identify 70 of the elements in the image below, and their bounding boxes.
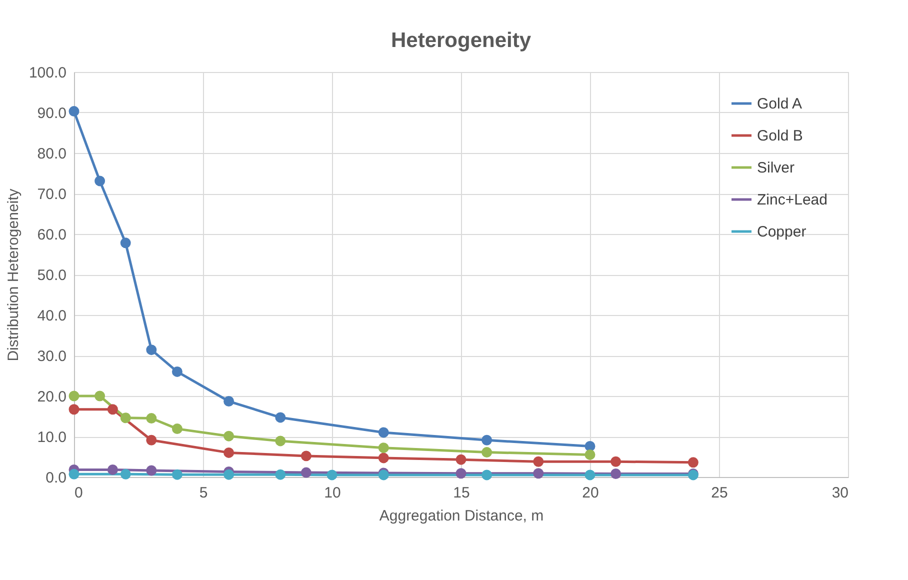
y-tick-label: 50.0 <box>37 267 66 284</box>
y-tick-label: 100.0 <box>28 64 66 82</box>
legend-label: Copper <box>757 224 806 240</box>
point <box>94 390 106 402</box>
point <box>275 412 286 423</box>
point <box>482 434 492 446</box>
point <box>146 434 157 446</box>
y-tick-label: 70.0 <box>37 186 66 203</box>
point <box>146 344 157 356</box>
legend-label: Gold A <box>757 96 802 112</box>
point <box>68 468 80 480</box>
point <box>275 469 286 480</box>
point <box>224 447 234 458</box>
point <box>275 436 286 446</box>
point <box>688 457 698 468</box>
point <box>224 430 234 442</box>
point <box>610 456 622 467</box>
point <box>172 366 182 377</box>
point <box>326 470 338 480</box>
point <box>120 412 131 424</box>
point <box>482 470 492 480</box>
y-tick-label: 0.0 <box>46 470 66 486</box>
point <box>224 396 234 406</box>
point <box>378 442 389 454</box>
point <box>533 468 544 479</box>
point <box>533 456 544 467</box>
point <box>120 468 131 480</box>
point <box>378 452 389 464</box>
x-tick-label: 30 <box>832 484 848 502</box>
point <box>107 464 118 475</box>
point <box>146 465 157 476</box>
point <box>172 424 182 434</box>
point <box>300 450 312 462</box>
legend-label: Zinc+Lead <box>757 192 828 208</box>
point <box>456 468 466 479</box>
chart-title: Heterogeneity <box>390 29 532 52</box>
point <box>68 106 80 117</box>
point <box>456 454 466 465</box>
point <box>120 238 131 248</box>
x-tick-label: 0 <box>74 484 83 502</box>
point <box>584 440 596 452</box>
x-tick-label: 10 <box>324 484 341 502</box>
x-tick-label: 25 <box>711 484 728 502</box>
x-tick-label: 20 <box>582 484 599 502</box>
x-tick-label: 15 <box>453 484 470 502</box>
point <box>584 470 596 480</box>
y-tick-label: 30.0 <box>37 348 66 365</box>
y-axis-title: Distribution Heterogeneity <box>4 188 22 362</box>
y-tick-label: 10.0 <box>37 429 66 446</box>
y-tick-label: 20.0 <box>37 388 66 406</box>
y-tick-label: 80.0 <box>37 146 66 162</box>
point <box>584 449 596 460</box>
legend-label: Silver <box>757 160 795 176</box>
y-tick-label: 60.0 <box>37 226 66 244</box>
point <box>172 469 182 480</box>
x-tick-label: 5 <box>199 484 208 502</box>
legend-label: Gold B <box>757 128 803 144</box>
y-tick-label: 40.0 <box>37 308 66 324</box>
point <box>146 413 157 424</box>
point <box>107 404 118 415</box>
point <box>300 467 312 478</box>
point <box>482 447 492 458</box>
point <box>68 404 80 415</box>
point <box>610 468 622 479</box>
point <box>94 176 106 186</box>
x-axis-title: Aggregation Distance, m <box>379 508 544 524</box>
point <box>378 427 389 438</box>
y-tick-label: 90.0 <box>37 105 66 122</box>
point <box>68 390 80 402</box>
point <box>224 469 234 480</box>
